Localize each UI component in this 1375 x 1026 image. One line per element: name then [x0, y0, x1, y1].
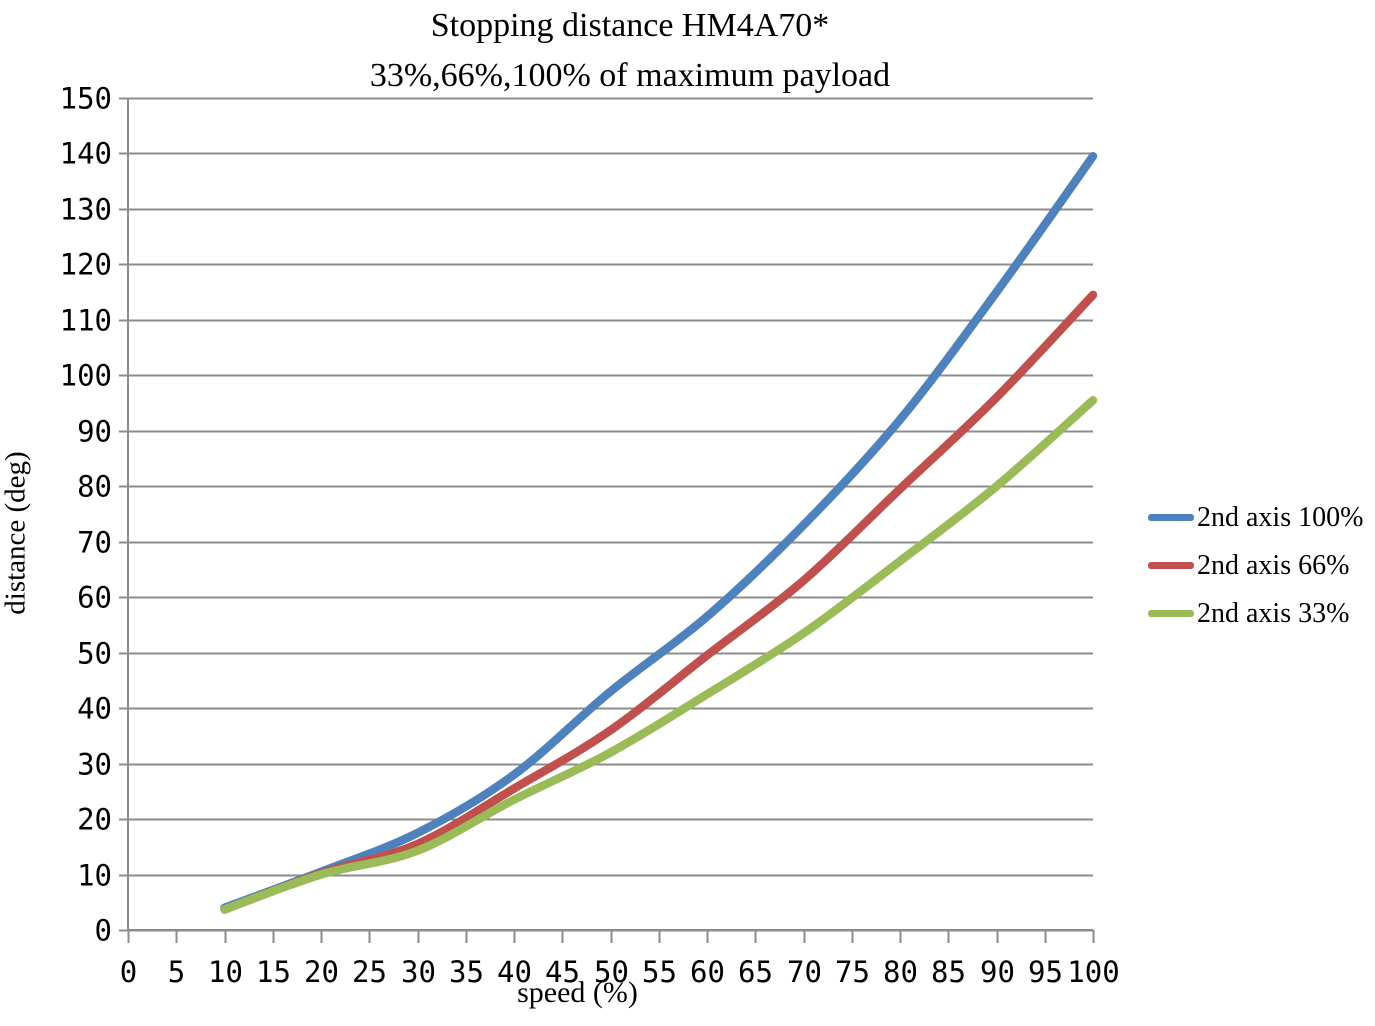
x-tick-label: 80: [883, 955, 918, 989]
x-tick-label: 60: [690, 955, 725, 989]
chart-title: Stopping distance HM4A70*: [430, 7, 830, 44]
x-tick-label: 85: [931, 955, 966, 989]
x-tick-label: 75: [835, 955, 870, 989]
y-tick-label: 60: [77, 581, 112, 615]
y-tick-label: 80: [77, 470, 112, 504]
y-tick-label: 20: [77, 803, 112, 837]
x-tick-label: 100: [1067, 955, 1119, 989]
y-tick-label: 130: [60, 193, 112, 227]
legend-item-100: 2nd axis 100%: [1148, 501, 1363, 534]
series-line-2: [220, 396, 1098, 914]
legend: 2nd axis 100% 2nd axis 66% 2nd axis 33%: [1148, 501, 1363, 630]
legend-line-sample-100: [1148, 514, 1194, 521]
x-tick-label: 70: [787, 955, 822, 989]
y-tick-label: 100: [60, 359, 112, 393]
x-axis-title: speed (%): [517, 976, 638, 1009]
legend-label-66: 2nd axis 66%: [1197, 549, 1350, 581]
x-tick-label: 20: [304, 955, 339, 989]
y-tick-label: 110: [60, 304, 112, 338]
legend-line-sample-33: [1148, 610, 1194, 617]
x-tick-label: 90: [980, 955, 1015, 989]
legend-label-100: 2nd axis 100%: [1197, 501, 1364, 533]
y-tick-label: 10: [77, 859, 112, 893]
x-tick-label: 45: [545, 955, 580, 989]
x-tick-label: 65: [738, 955, 773, 989]
legend-line-sample-66: [1148, 562, 1194, 569]
y-tick-label: 140: [60, 137, 112, 171]
x-tick-label: 55: [642, 955, 677, 989]
y-tick-label: 30: [77, 748, 112, 782]
chart-title-block: Stopping distance HM4A70* 33%,66%,100% o…: [130, 4, 1130, 98]
legend-item-33: 2nd axis 33%: [1148, 597, 1363, 630]
series-line-1: [220, 290, 1098, 914]
y-tick-label: 50: [77, 637, 112, 671]
y-tick-label: 70: [77, 526, 112, 560]
x-tick-label: 40: [497, 955, 532, 989]
x-tick-label: 0: [120, 955, 137, 989]
y-tick-label: 90: [77, 415, 112, 449]
y-tick-label: 40: [77, 692, 112, 726]
x-tick-label: 30: [401, 955, 436, 989]
x-tick-label: 5: [168, 955, 185, 989]
legend-label-33: 2nd axis 33%: [1197, 597, 1350, 629]
x-tick-label: 25: [352, 955, 387, 989]
x-tick-label: 50: [594, 955, 629, 989]
y-tick-label: 150: [60, 82, 112, 116]
y-tick-label: 0: [95, 914, 112, 948]
x-tick-label: 10: [208, 955, 243, 989]
legend-item-66: 2nd axis 66%: [1148, 549, 1363, 582]
chart-subtitle: 33%,66%,100% of maximum payload: [369, 57, 891, 94]
x-tick-label: 15: [256, 955, 291, 989]
y-tick-label: 120: [60, 248, 112, 282]
x-tick-label: 35: [449, 955, 484, 989]
series-line-0: [220, 151, 1098, 913]
y-axis-title: distance (deg): [0, 451, 32, 615]
x-tick-label: 95: [1028, 955, 1063, 989]
